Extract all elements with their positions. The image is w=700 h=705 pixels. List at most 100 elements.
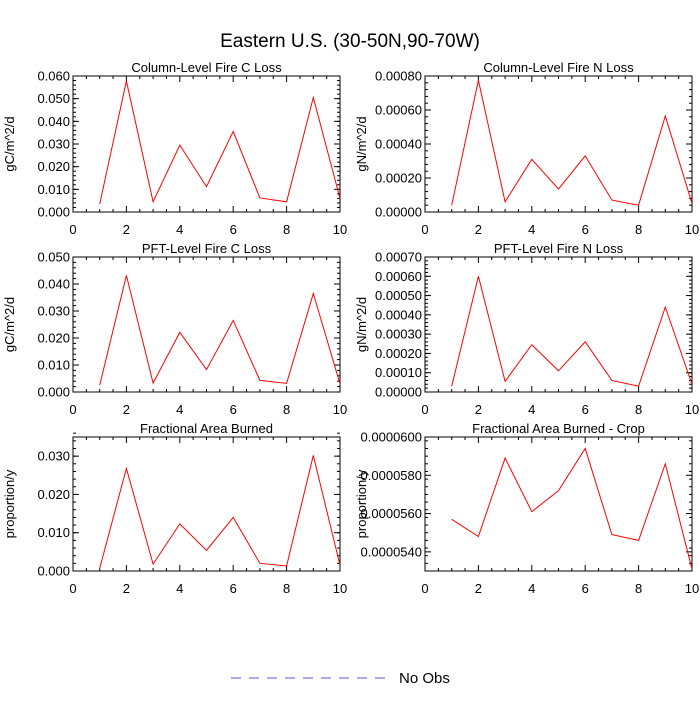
x-tick-label: 4 [176, 222, 183, 237]
y-tick-label: 0.00070 [375, 250, 422, 265]
panel-pft-level-fire-c-loss: PFT-Level Fire C Loss 0 2 4 6 8 10 0.000 0.010 0.… [2, 241, 347, 417]
x-tick-label: 0 [69, 222, 76, 237]
x-tick-label: 6 [230, 402, 237, 417]
y-tick-label: 0.050 [37, 250, 70, 265]
plot-frame [424, 436, 693, 572]
y-tick-label: 0.00060 [375, 269, 422, 284]
legend-label-no-obs: No Obs [399, 670, 450, 687]
y-tick-label: 0.00020 [375, 346, 422, 361]
x-tick-label: 4 [528, 581, 535, 596]
y-tick-label: 0.010 [37, 525, 70, 540]
y-tick-label: 0.0000580 [361, 468, 422, 483]
y-tick-label: 0.040 [37, 114, 70, 129]
panel-title: PFT-Level Fire N Loss [494, 241, 624, 256]
y-tick-label: 0.050 [37, 91, 70, 106]
y-tick-label: 0.010 [37, 182, 70, 197]
x-tick-label: 0 [69, 402, 76, 417]
panel-fractional-area-burned-crop: Fractional Area Burned - Crop 0 2 4 6 8 10 0.00… [354, 421, 699, 596]
x-tick-label: 2 [475, 222, 482, 237]
panel-column-level-fire-n-loss: Column-Level Fire N Loss 0 2 4 6 8 10 0.00000 0.… [354, 60, 699, 237]
x-tick-label: 2 [475, 402, 482, 417]
x-tick-label: 6 [582, 222, 589, 237]
panel-fractional-area-burned: Fractional Area Burned 0 2 4 6 8 10 0.000 0.010 0… [2, 421, 347, 596]
y-tick-label: 0.030 [37, 449, 70, 464]
x-tick-label: 6 [230, 581, 237, 596]
x-tick-label: 0 [421, 581, 428, 596]
y-axis-label: gN/m^2/d [354, 297, 369, 352]
series-line-1850-132 [451, 276, 692, 387]
y-tick-label: 0.020 [37, 159, 70, 174]
x-tick-label: 8 [635, 402, 642, 417]
x-tick-label: 0 [69, 581, 76, 596]
y-tick-label: 0.060 [37, 69, 70, 84]
y-tick-label: 0.040 [37, 277, 70, 292]
y-tick-label: 0.00000 [375, 205, 422, 220]
y-tick-label: 0.00020 [375, 171, 422, 186]
figure-title: Eastern U.S. (30-50N,90-70W) [220, 31, 480, 52]
panel-title: Column-Level Fire N Loss [483, 60, 634, 75]
panels: Column-Level Fire C Loss 0 2 4 6 8 10 0.000 0.01… [2, 60, 699, 596]
series-line-1850-132 [451, 80, 692, 206]
series-line-1850-132 [451, 447, 692, 570]
x-tick-label: 4 [528, 222, 535, 237]
y-axis-label: proportion/y [354, 469, 369, 538]
x-tick-label: 6 [582, 402, 589, 417]
series-line-1850-132 [99, 275, 340, 386]
series-line-1850-132 [99, 80, 340, 205]
x-tick-label: 10 [685, 402, 699, 417]
x-tick-label: 2 [475, 581, 482, 596]
y-axis-label: proportion/y [2, 469, 17, 538]
plot-frame [72, 256, 341, 393]
x-tick-label: 10 [685, 222, 699, 237]
y-axis-label: gC/m^2/d [2, 297, 17, 352]
x-tick-label: 10 [333, 581, 347, 596]
y-tick-label: 0.020 [37, 487, 70, 502]
x-tick-label: 10 [333, 222, 347, 237]
x-tick-label: 4 [528, 402, 535, 417]
panel-title: Fractional Area Burned - Crop [472, 421, 645, 436]
x-tick-label: 10 [333, 402, 347, 417]
x-tick-label: 2 [123, 222, 130, 237]
y-tick-label: 0.00030 [375, 327, 422, 342]
y-tick-label: 0.00040 [375, 137, 422, 152]
x-tick-label: 6 [230, 222, 237, 237]
y-tick-label: 0.00080 [375, 69, 422, 84]
y-tick-label: 0.00000 [375, 385, 422, 400]
x-tick-label: 8 [635, 222, 642, 237]
y-tick-label: 0.010 [37, 358, 70, 373]
y-tick-label: 0.00010 [375, 365, 422, 380]
x-tick-label: 10 [685, 581, 699, 596]
panel-title: Fractional Area Burned [140, 421, 273, 436]
x-tick-label: 6 [582, 581, 589, 596]
series-line-1850-132 [99, 455, 340, 569]
panel-pft-level-fire-n-loss: PFT-Level Fire N Loss 0 2 4 6 8 10 0.00000 0.000… [354, 241, 699, 417]
y-tick-label: 0.000 [37, 205, 70, 220]
panel-title: PFT-Level Fire C Loss [142, 241, 272, 256]
y-tick-label: 0.0000600 [361, 430, 422, 445]
y-tick-label: 0.030 [37, 304, 70, 319]
panel-title: Column-Level Fire C Loss [131, 60, 282, 75]
x-tick-label: 0 [421, 402, 428, 417]
plot-frame [424, 256, 693, 393]
y-tick-label: 0.00060 [375, 103, 422, 118]
x-tick-label: 4 [176, 402, 183, 417]
x-tick-label: 4 [176, 581, 183, 596]
y-tick-label: 0.00040 [375, 307, 422, 322]
y-tick-label: 0.030 [37, 137, 70, 152]
legend: No Obs 1850_132 [231, 670, 466, 705]
y-tick-label: 0.000 [37, 564, 70, 579]
y-tick-label: 0.020 [37, 331, 70, 346]
x-tick-label: 2 [123, 581, 130, 596]
x-tick-label: 0 [421, 222, 428, 237]
x-tick-label: 8 [283, 402, 290, 417]
y-axis-label: gN/m^2/d [354, 116, 369, 171]
x-tick-label: 8 [283, 581, 290, 596]
y-axis-label: gC/m^2/d [2, 116, 17, 171]
x-tick-label: 2 [123, 402, 130, 417]
y-tick-label: 0.0000540 [361, 544, 422, 559]
y-tick-label: 0.000 [37, 385, 70, 400]
x-tick-label: 8 [635, 581, 642, 596]
y-tick-label: 0.00050 [375, 288, 422, 303]
